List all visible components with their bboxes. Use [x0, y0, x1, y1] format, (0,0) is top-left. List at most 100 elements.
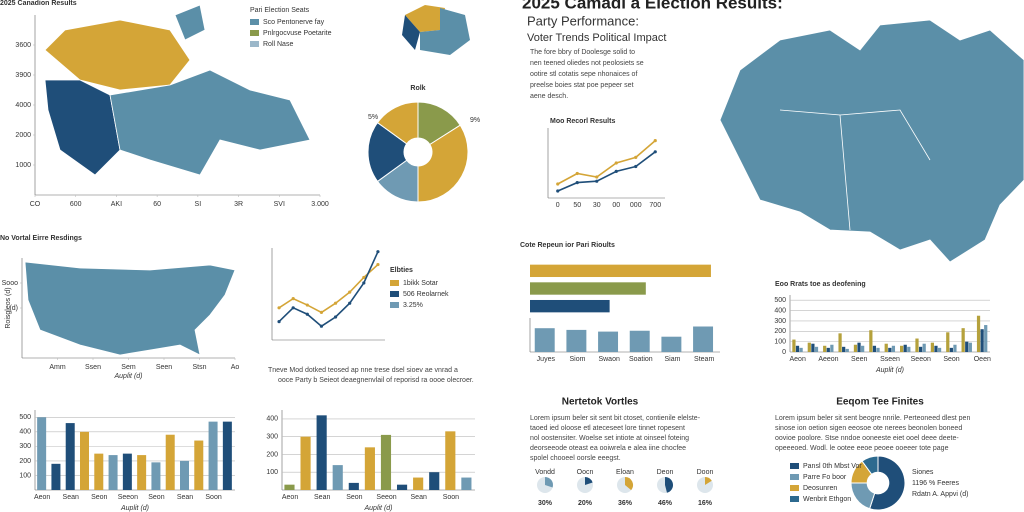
x-tick-label: CO: [30, 201, 41, 208]
pie-slice: [625, 477, 633, 491]
paragraph-line: aene desch.: [530, 93, 568, 100]
annotation: 1196 % Feeres: [912, 480, 959, 487]
bar: [953, 344, 957, 352]
bar: [792, 339, 796, 352]
x-tick-label: Ao: [231, 364, 240, 371]
x-tick-label: Seon: [148, 494, 164, 501]
legend-swatch: [790, 485, 799, 491]
bar: [284, 484, 295, 490]
bar: [151, 462, 161, 490]
bar: [80, 431, 89, 490]
y-tick-label: 4000: [15, 102, 31, 109]
x-tick-label: Ssen: [85, 364, 101, 371]
bar: [937, 347, 942, 352]
block-line: nol oostensiter. Woelse set intiote at o…: [530, 435, 689, 442]
value-label: 30%: [538, 500, 553, 507]
bar: [811, 343, 815, 352]
block-title: Nertetok Vortles: [562, 397, 639, 408]
bar: [984, 325, 988, 352]
block-line: oovioe poolore. Stse nndoe ooneeste eiet…: [775, 435, 959, 442]
bar: [838, 333, 842, 352]
bar: [918, 346, 923, 352]
line-point: [305, 303, 309, 307]
paragraph-line: preelse boies stat poe pepeer set: [530, 82, 634, 89]
category-label: Deon: [657, 469, 674, 476]
block-line: Lorem ipsum beler sit sent beogre nnrile…: [775, 415, 970, 422]
value-label: 20%: [578, 500, 593, 507]
bar: [530, 282, 646, 295]
line-point: [634, 164, 638, 169]
line-point: [333, 315, 338, 319]
legend-label: Sco Pentonerve fay: [263, 19, 325, 26]
legend-swatch: [250, 19, 259, 25]
bar: [208, 421, 218, 490]
line-point: [291, 306, 295, 310]
x-tick-label: Aeon: [790, 356, 806, 363]
x-tick-label: SVI: [274, 201, 285, 208]
bar: [51, 463, 61, 490]
pie-slice: [850, 482, 876, 510]
line-point: [376, 262, 380, 267]
bar: [968, 342, 972, 352]
bar: [396, 484, 408, 490]
bar: [965, 341, 969, 352]
legend-swatch: [790, 474, 799, 480]
bar: [934, 345, 938, 352]
line-point: [362, 275, 366, 280]
bar: [900, 345, 904, 352]
x-tick-label: Soation: [629, 356, 653, 363]
annotation: Rdatn A. Appvi (d): [912, 491, 968, 498]
x-tick-label: Stsn: [192, 364, 206, 371]
legend-title: Pari Election Seats: [250, 7, 310, 14]
line-point: [291, 297, 295, 301]
bar: [316, 415, 327, 490]
y-tick-label: 100: [266, 469, 278, 476]
block-line: Lorem ipsum beler sit sent bit ctoset, c…: [530, 415, 701, 422]
paragraph-line: The fore bbry of Doolesge solid to: [530, 49, 635, 56]
bar: [180, 460, 189, 490]
line-series: [278, 251, 379, 328]
x-tick-label: 3R: [234, 201, 243, 208]
bar: [823, 345, 827, 352]
line-point: [277, 306, 281, 310]
bar: [857, 342, 861, 352]
bar: [332, 465, 343, 490]
line-point: [348, 301, 352, 305]
y-tick-label: 300: [19, 443, 31, 450]
legend-swatch: [390, 302, 399, 308]
annotation: 5%: [368, 114, 378, 121]
x-tick-label: Seon: [943, 356, 959, 363]
x-tick-label: Siam: [665, 356, 681, 363]
y-tick-label: 300: [774, 318, 786, 325]
note-line: ooce Party b Seieot deaegnenvlail of rep…: [278, 377, 474, 384]
line-point: [653, 139, 657, 143]
bar: [693, 326, 714, 352]
bar: [461, 477, 472, 490]
line-point: [277, 320, 281, 324]
legend-label: Pnlrgocvuse Poetarite: [263, 30, 332, 37]
legend-label: Wenbrit Ethgon: [803, 496, 851, 503]
line-point: [362, 281, 366, 285]
x-tick-label: 600: [70, 201, 82, 208]
x-tick-label: Seeon: [118, 494, 138, 501]
bar: [814, 346, 819, 352]
y-tick-label: 300: [266, 434, 278, 441]
x-tick-label: Seen: [156, 364, 172, 371]
line-point: [614, 161, 618, 165]
annotation: Siones: [912, 469, 934, 476]
block-title: Eeqom Tee Finites: [836, 397, 924, 408]
chart-title: No Vortal Eirre Resdings: [0, 235, 82, 242]
bar: [413, 477, 424, 490]
x-tick-label: Sean: [411, 494, 427, 501]
x-tick-label: 00: [612, 202, 620, 209]
x-tick-label: Sseen: [880, 356, 900, 363]
map-region: [24, 261, 236, 356]
bar: [845, 348, 849, 352]
block-line: sinose ion oetion sigen eeosoe ote neree…: [775, 425, 962, 432]
bar: [534, 328, 555, 352]
x-tick-label: Seon: [91, 494, 107, 501]
x-tick-label: 000: [630, 202, 642, 209]
map-region: [109, 69, 311, 176]
line-point: [333, 301, 338, 305]
